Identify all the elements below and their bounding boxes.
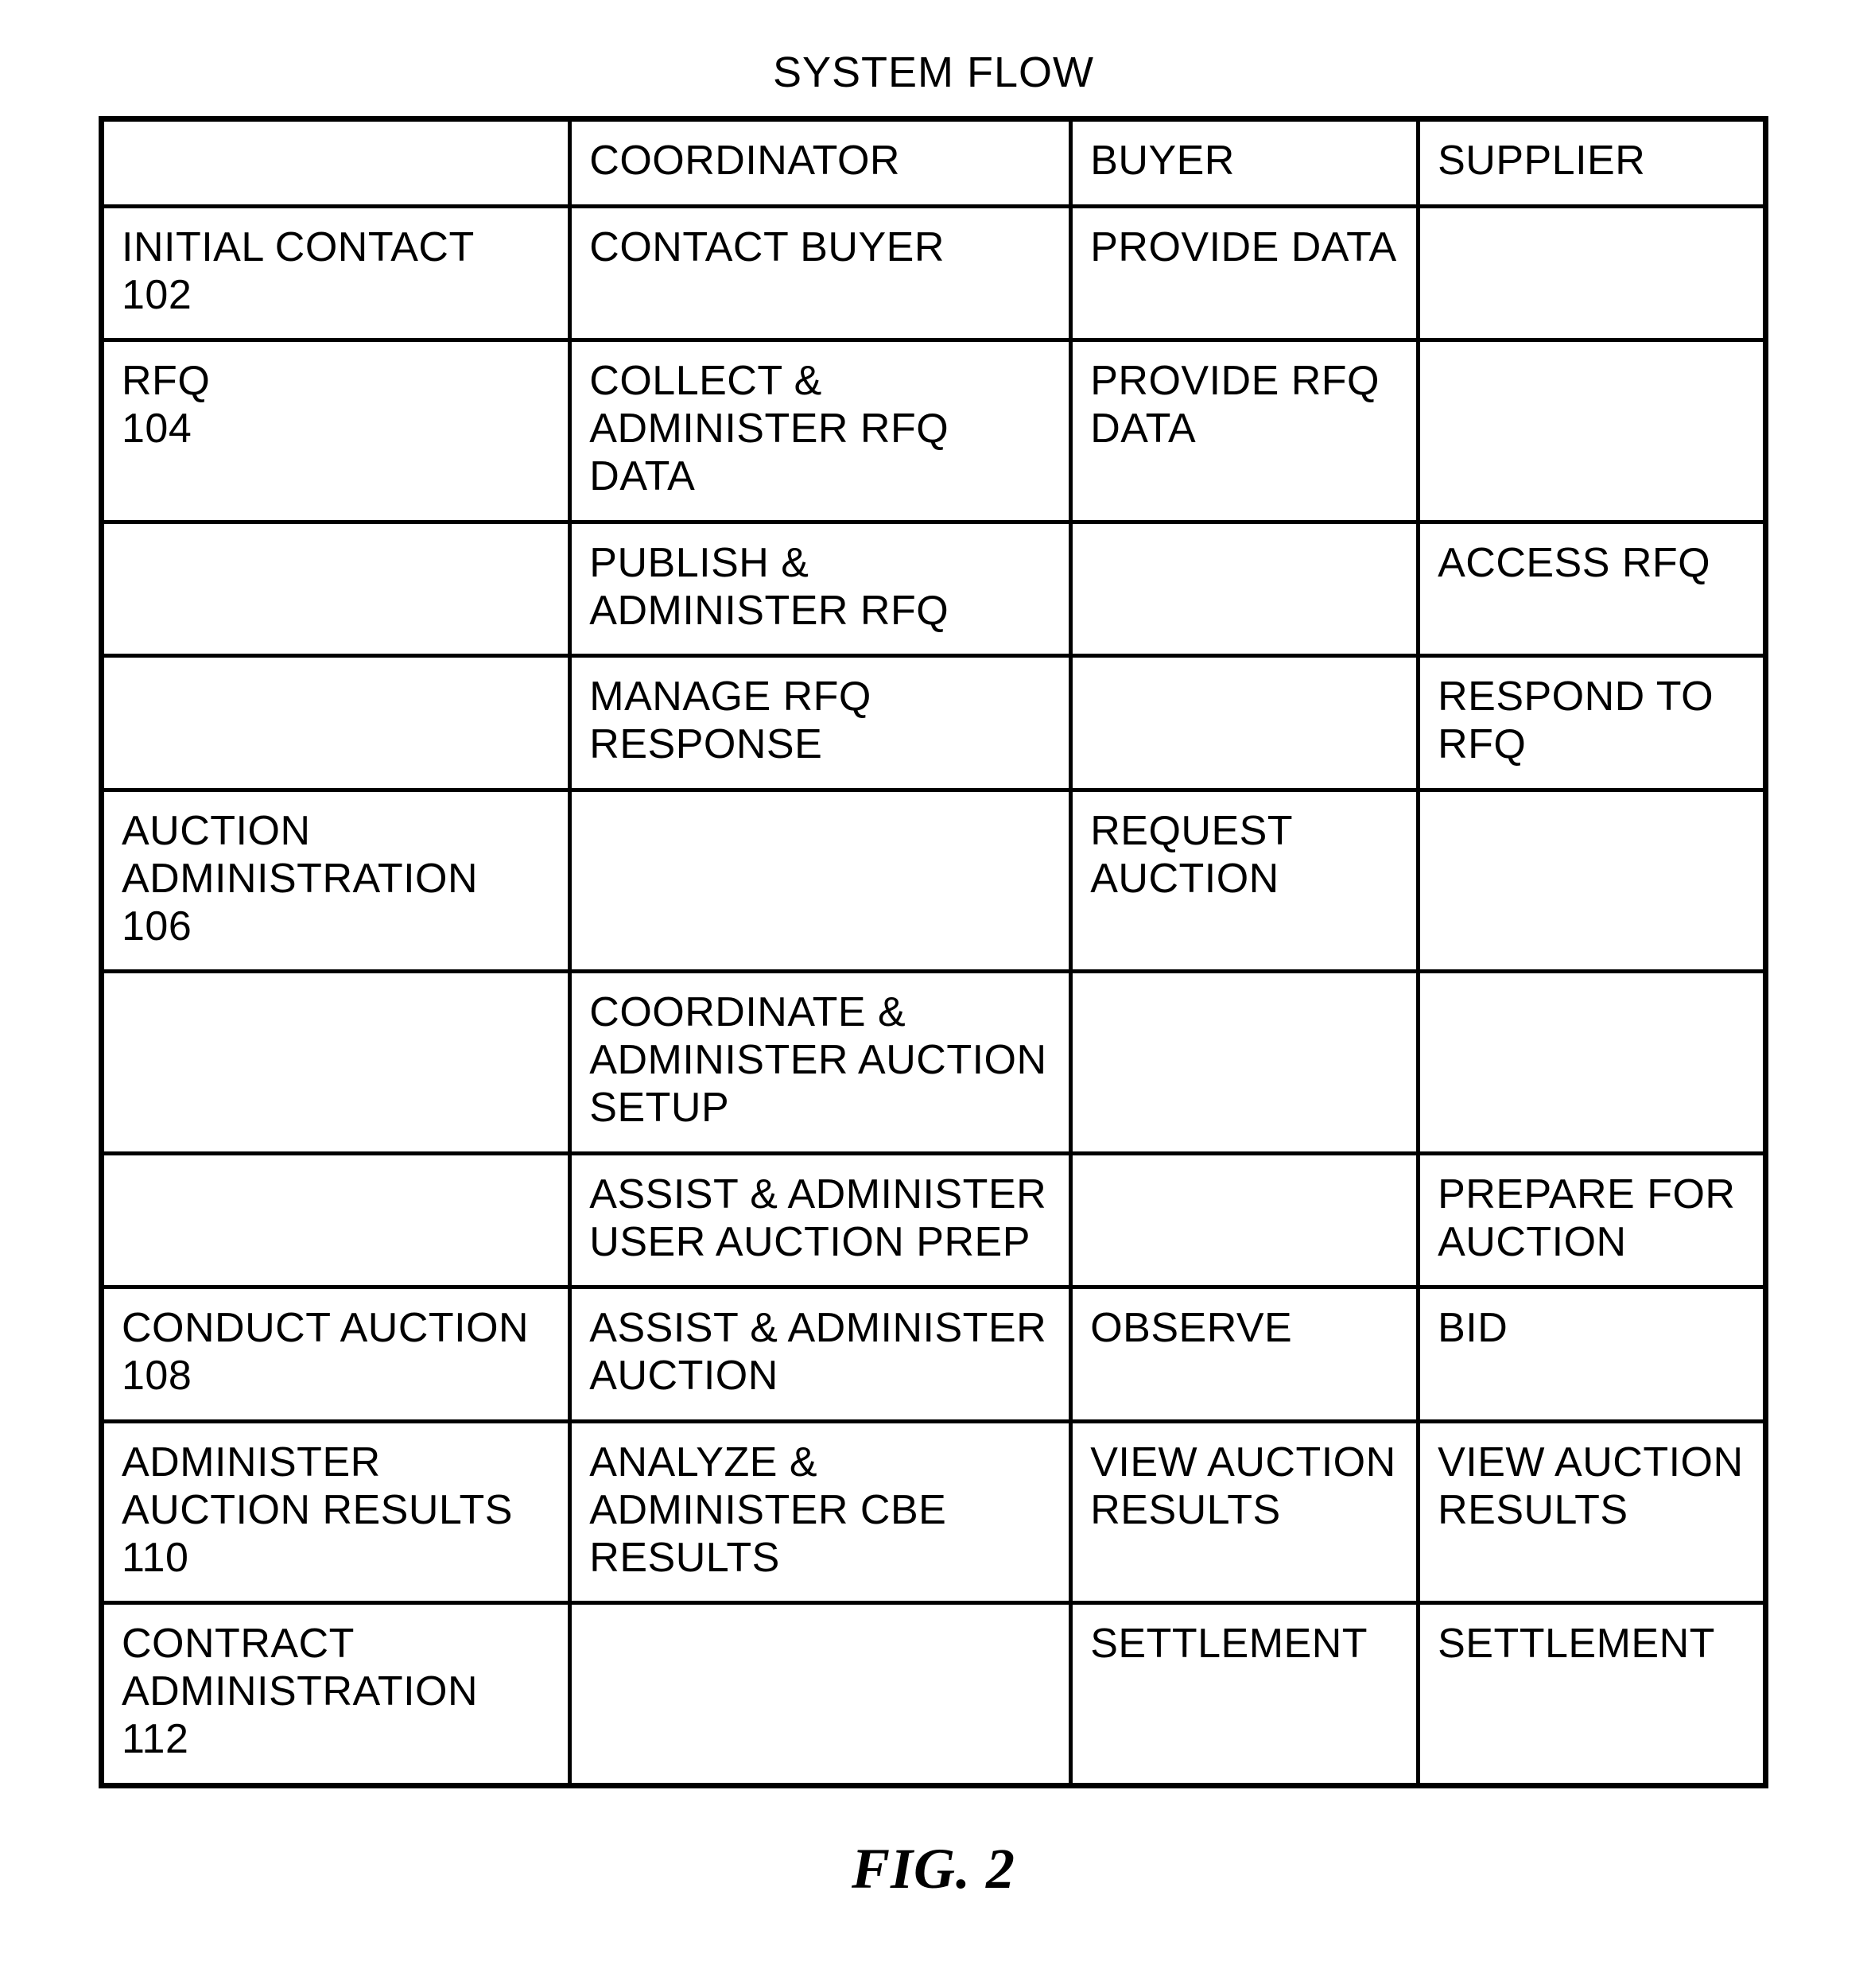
cell-supplier [1419,206,1766,340]
cell-buyer: SETTLEMENT [1071,1603,1419,1785]
cell-stage [102,656,570,790]
cell-stage [102,522,570,656]
cell-coordinator: ANALYZE & ADMINISTER CBE RESULTS [570,1421,1071,1602]
table-row: COORDINATE & ADMINISTER AUCTION SETUP [102,972,1766,1153]
cell-supplier [1419,972,1766,1153]
table-row: AUCTION ADMINISTRATION 106 REQUEST AUCTI… [102,790,1766,971]
table-row: INITIAL CONTACT 102 CONTACT BUYER PROVID… [102,206,1766,340]
cell-stage: RFQ 104 [102,340,570,522]
header-buyer: BUYER [1071,119,1419,207]
cell-coordinator: CONTACT BUYER [570,206,1071,340]
cell-supplier: SETTLEMENT [1419,1603,1766,1785]
cell-stage: AUCTION ADMINISTRATION 106 [102,790,570,971]
cell-buyer [1071,656,1419,790]
cell-buyer [1071,522,1419,656]
cell-buyer [1071,1153,1419,1287]
cell-buyer [1071,972,1419,1153]
header-coordinator: COORDINATOR [570,119,1071,207]
cell-buyer: PROVIDE RFQ DATA [1071,340,1419,522]
cell-buyer: REQUEST AUCTION [1071,790,1419,971]
cell-coordinator [570,790,1071,971]
cell-supplier [1419,340,1766,522]
cell-coordinator: ASSIST & ADMINISTER USER AUCTION PREP [570,1153,1071,1287]
cell-coordinator [570,1603,1071,1785]
cell-supplier: BID [1419,1287,1766,1422]
cell-stage [102,1153,570,1287]
table-row: CONTRACT ADMINISTRATION 112 SETTLEMENT S… [102,1603,1766,1785]
cell-stage: CONDUCT AUCTION 108 [102,1287,570,1422]
figure-caption: FIG. 2 [64,1836,1803,1902]
table-row: CONDUCT AUCTION 108 ASSIST & ADMINISTER … [102,1287,1766,1422]
cell-supplier: VIEW AUCTION RESULTS [1419,1421,1766,1602]
cell-buyer: OBSERVE [1071,1287,1419,1422]
cell-buyer: PROVIDE DATA [1071,206,1419,340]
table-row: ASSIST & ADMINISTER USER AUCTION PREP PR… [102,1153,1766,1287]
system-flow-table: COORDINATOR BUYER SUPPLIER INITIAL CONTA… [99,116,1768,1788]
cell-coordinator: COLLECT & ADMINISTER RFQ DATA [570,340,1071,522]
cell-stage: ADMINISTER AUCTION RESULTS 110 [102,1421,570,1602]
table-row: MANAGE RFQ RESPONSE RESPOND TO RFQ [102,656,1766,790]
table-row: ADMINISTER AUCTION RESULTS 110 ANALYZE &… [102,1421,1766,1602]
table-row: PUBLISH & ADMINISTER RFQ ACCESS RFQ [102,522,1766,656]
cell-buyer: VIEW AUCTION RESULTS [1071,1421,1419,1602]
table-body: COORDINATOR BUYER SUPPLIER INITIAL CONTA… [102,119,1766,1786]
cell-coordinator: ASSIST & ADMINISTER AUCTION [570,1287,1071,1422]
cell-coordinator: MANAGE RFQ RESPONSE [570,656,1071,790]
cell-stage: CONTRACT ADMINISTRATION 112 [102,1603,570,1785]
cell-supplier [1419,790,1766,971]
header-supplier: SUPPLIER [1419,119,1766,207]
table-header-row: COORDINATOR BUYER SUPPLIER [102,119,1766,207]
cell-stage [102,972,570,1153]
page-title: SYSTEM FLOW [64,48,1803,97]
header-stage [102,119,570,207]
cell-supplier: ACCESS RFQ [1419,522,1766,656]
cell-coordinator: PUBLISH & ADMINISTER RFQ [570,522,1071,656]
table-row: RFQ 104 COLLECT & ADMINISTER RFQ DATA PR… [102,340,1766,522]
cell-supplier: PREPARE FOR AUCTION [1419,1153,1766,1287]
cell-supplier: RESPOND TO RFQ [1419,656,1766,790]
cell-coordinator: COORDINATE & ADMINISTER AUCTION SETUP [570,972,1071,1153]
cell-stage: INITIAL CONTACT 102 [102,206,570,340]
